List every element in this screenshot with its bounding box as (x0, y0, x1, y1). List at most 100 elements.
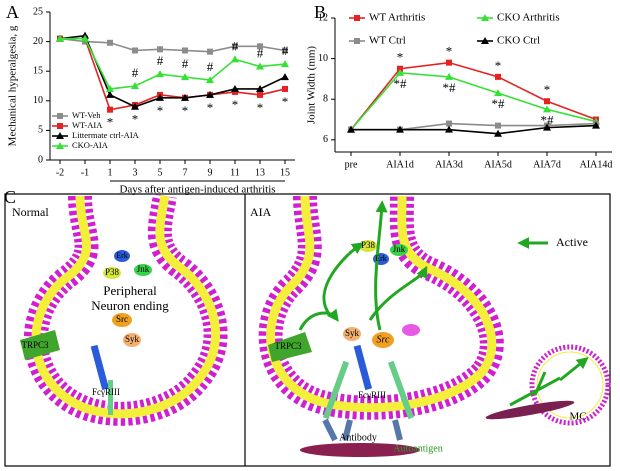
annotation: * (107, 115, 114, 130)
antibody-label: Antibody (339, 432, 377, 443)
x-tick-label: 1 (108, 167, 113, 178)
annotation: *# (541, 112, 555, 127)
src-label: Src (377, 334, 391, 345)
point (156, 93, 164, 101)
point (107, 106, 113, 113)
x-tick-label: AIA5d (484, 159, 512, 170)
annotation: * (495, 58, 502, 73)
point (206, 90, 214, 98)
p38-label: P38 (361, 240, 376, 250)
annotation: *# (443, 80, 457, 95)
annotation: * (257, 100, 264, 115)
syk (343, 327, 361, 341)
annotation: * (207, 100, 214, 115)
normal-title: Normal (12, 205, 49, 219)
aia-title: AIA (250, 205, 272, 219)
point (397, 65, 403, 72)
point (232, 43, 238, 50)
trpc3 (268, 332, 312, 362)
point (231, 84, 239, 92)
annotation: * (157, 103, 164, 118)
p38 (103, 267, 121, 279)
x-tick-label: AIA3d (435, 159, 463, 170)
x-tick-label: 15 (280, 167, 290, 178)
x-tick-label: 9 (208, 167, 213, 178)
autoantigen-label: Autoantigen (393, 443, 442, 454)
annotation: * (132, 112, 139, 127)
point (81, 34, 89, 42)
legend-label: WT-AIA (72, 120, 103, 130)
signal (402, 324, 420, 336)
series-line (60, 37, 286, 90)
normal-membrane (23, 193, 228, 426)
annotation: *# (492, 96, 506, 111)
arrow (509, 360, 585, 407)
series-line (60, 37, 286, 111)
point (494, 129, 502, 137)
point (181, 93, 189, 101)
y-tick-label: 6 (323, 134, 328, 145)
y-tick-label: 15 (33, 65, 43, 76)
series-line (59, 37, 286, 53)
point (396, 68, 404, 76)
legend-marker (354, 38, 360, 44)
antigen (300, 443, 420, 457)
trpc3 (20, 330, 60, 360)
point (182, 47, 188, 54)
point (544, 98, 550, 105)
panel-label: C (4, 187, 16, 207)
legend-label: WT-Veh (72, 110, 101, 120)
legend-marker (56, 132, 64, 139)
src (112, 313, 132, 327)
point (181, 73, 189, 81)
annotation: * (397, 50, 404, 65)
syk (123, 333, 141, 347)
series-line (350, 61, 597, 131)
point (495, 73, 501, 80)
mast-cell-inner (536, 351, 604, 419)
src-label: Src (116, 314, 128, 324)
y-tick-label: 5 (38, 125, 43, 136)
annotation: # (157, 53, 164, 68)
point (156, 70, 164, 78)
point (257, 43, 263, 50)
point (132, 47, 138, 54)
legend-label: WT Arthritis (369, 12, 425, 24)
annotation: *# (394, 76, 408, 91)
trpc3-label: TRPC3 (274, 341, 302, 351)
trpc3-label: TRPC3 (21, 340, 49, 350)
x-tick-label: -2 (56, 167, 64, 178)
point (106, 90, 114, 98)
x-axis-label: Days after antigen-induced arthritis (119, 184, 275, 196)
y-tick-label: 10 (33, 95, 43, 106)
point (347, 125, 355, 133)
fc-receptor (90, 344, 113, 415)
point (256, 84, 264, 92)
point (282, 47, 288, 54)
point (231, 55, 239, 63)
y-tick-label: 0 (38, 154, 43, 165)
panel-label: B (314, 2, 326, 22)
y-tick-label: 8 (323, 94, 328, 105)
active-label: Active (556, 235, 588, 249)
point (207, 48, 213, 55)
antigen-mc (485, 400, 575, 420)
x-tick-label: -1 (81, 167, 89, 178)
x-tick-label: AIA14d (580, 159, 613, 170)
point (494, 89, 502, 97)
x-tick-label: 3 (133, 167, 138, 178)
legend-marker (481, 37, 489, 44)
panel-label: A (6, 2, 19, 22)
y-tick-label: 10 (318, 53, 328, 64)
x-tick-label: 11 (230, 167, 240, 178)
arrow (374, 200, 388, 331)
x-tick-label: AIA1d (386, 159, 414, 170)
annotation: # (282, 43, 289, 58)
annotation: # (182, 56, 189, 71)
fc-label: FcγRIII (358, 390, 386, 400)
point (56, 34, 64, 42)
point (282, 85, 288, 92)
point (256, 62, 264, 70)
point (543, 105, 551, 113)
annotation: # (207, 59, 214, 74)
